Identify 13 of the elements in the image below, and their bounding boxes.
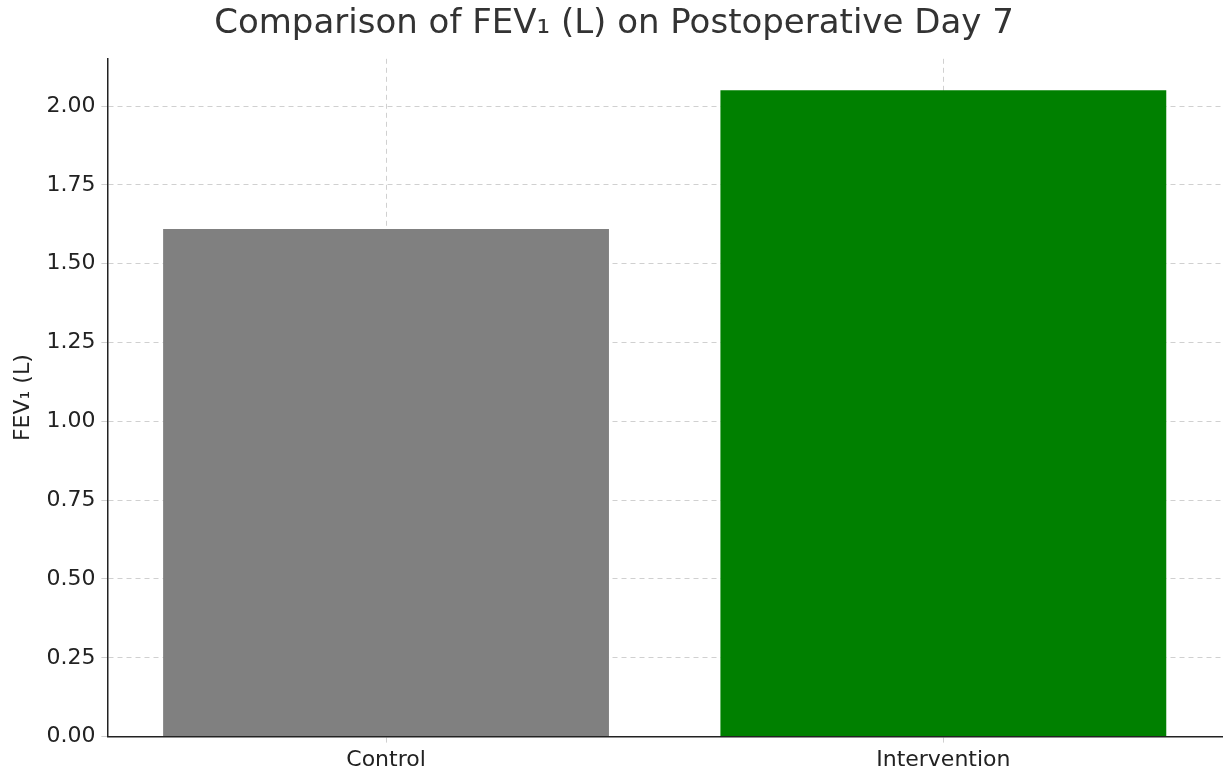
y-tick-label: 1.50 <box>46 249 96 275</box>
y-tick-label: 1.75 <box>46 170 96 196</box>
chart-title: Comparison of FEV₁ (L) on Postoperative Day 7 <box>214 1 1014 42</box>
x-tick-label: Intervention <box>876 745 1011 771</box>
x-tick-label: Control <box>346 745 426 771</box>
y-tick-label: 0.75 <box>46 485 96 511</box>
y-tick-label: 2.00 <box>46 91 96 117</box>
y-tick-label: 0.25 <box>46 643 96 669</box>
y-axis-title: FEV₁ (L) <box>8 354 34 442</box>
y-tick-label: 0.50 <box>46 564 96 590</box>
y-tick-label: 1.00 <box>46 407 96 433</box>
y-tick-label: 1.25 <box>46 328 96 354</box>
y-tick-label: 0.00 <box>46 722 96 748</box>
